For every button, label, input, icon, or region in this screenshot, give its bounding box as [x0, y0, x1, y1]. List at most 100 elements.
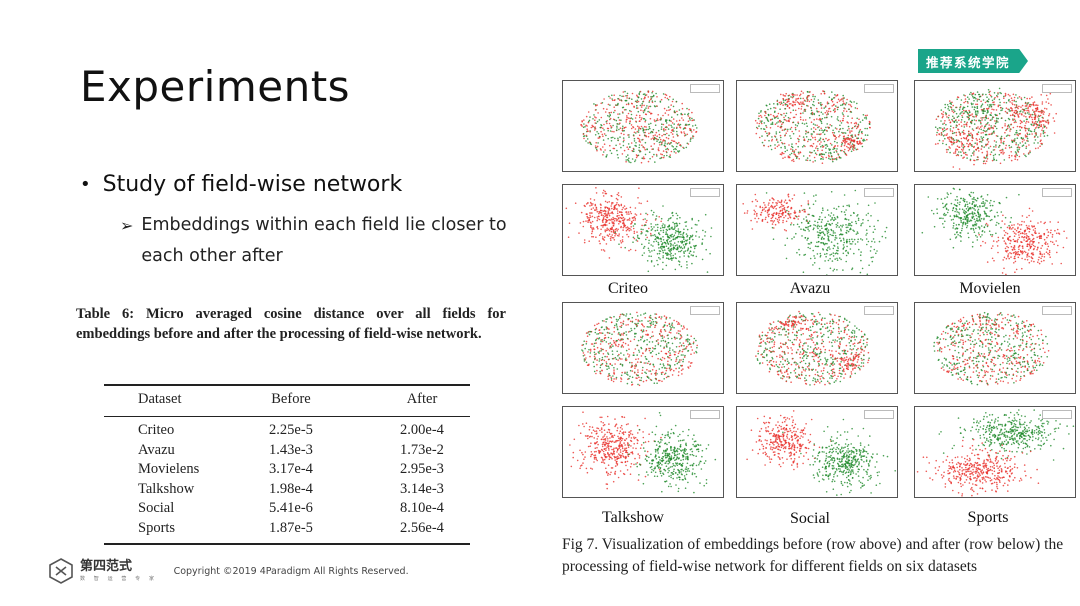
scatter-point [606, 213, 608, 216]
scatter-point [630, 110, 632, 113]
scatter-point [777, 121, 779, 123]
scatter-point [591, 215, 594, 218]
scatter-point [831, 234, 833, 237]
scatter-point [968, 98, 970, 100]
scatter-point [610, 345, 612, 347]
scatter-point [849, 224, 851, 227]
scatter-point [831, 105, 833, 107]
scatter-point [608, 213, 610, 215]
scatter-point [616, 149, 618, 152]
scatter-point [962, 199, 965, 201]
scatter-point [962, 106, 965, 108]
scatter-point [827, 110, 830, 113]
scatter-point [853, 252, 855, 255]
scatter-point [1028, 261, 1031, 264]
scatter-point [677, 323, 679, 325]
scatter-point [830, 241, 833, 243]
scatter-point [680, 112, 682, 115]
scatter-point [856, 203, 859, 205]
scatter-point [761, 135, 763, 137]
scatter-point [979, 121, 982, 124]
scatter-point [596, 323, 598, 325]
scatter-point [827, 154, 830, 157]
scatter-point [956, 204, 958, 207]
scatter-point [768, 132, 770, 134]
scatter-point [826, 101, 829, 103]
scatter-point [978, 138, 981, 140]
scatter-point [825, 129, 828, 132]
scatter-point [865, 214, 868, 216]
scatter-point [776, 218, 779, 221]
scatter-point [674, 268, 677, 271]
scatter-point [676, 126, 678, 129]
scatter-point [630, 142, 633, 144]
scatter-point [1009, 95, 1011, 97]
scatter-point [818, 114, 821, 117]
scatter-point [1012, 93, 1015, 96]
scatter-point [664, 133, 667, 136]
scatter-point [622, 221, 625, 224]
scatter-point [818, 225, 821, 228]
scatter-point [988, 98, 990, 100]
scatter-point [644, 153, 647, 156]
scatter-point [1041, 255, 1043, 258]
scatter-point [790, 206, 793, 209]
scatter-point [672, 98, 674, 101]
scatter-point [786, 120, 788, 122]
scatter-point [613, 326, 616, 329]
scatter-point [812, 130, 815, 133]
scatter-point [645, 94, 648, 96]
scatter-point [1050, 104, 1052, 106]
scatter-point [617, 157, 619, 159]
scatter-point [805, 216, 807, 218]
scatter-point [625, 121, 627, 123]
scatter-point [953, 141, 956, 144]
scatter-point [607, 375, 609, 378]
scatter-point [655, 153, 658, 156]
scatter-point [850, 137, 852, 140]
scatter-point [982, 240, 984, 243]
scatter-point [812, 249, 814, 252]
scatter-point [798, 209, 801, 212]
scatter-point [846, 240, 848, 243]
scatter-point [693, 129, 695, 131]
scatter-point [613, 130, 615, 133]
scatter-point [794, 126, 797, 129]
scatter-point [1027, 152, 1030, 154]
scatter-point [638, 139, 641, 141]
scatter-point [806, 239, 808, 241]
bullet-main: • Study of field-wise network [80, 172, 402, 197]
scatter-point [581, 344, 583, 346]
scatter-point [608, 257, 611, 259]
scatter-point [860, 143, 862, 145]
scatter-point [986, 130, 988, 132]
scatter-point [636, 231, 638, 233]
scatter-point [696, 344, 698, 347]
scatter-point [845, 102, 848, 104]
scatter-point [1009, 130, 1011, 132]
scatter-point [1034, 132, 1037, 134]
scatter-point [596, 149, 598, 152]
scatter-point [616, 210, 619, 212]
scatter-point [840, 98, 843, 100]
scatter-point [1004, 123, 1006, 125]
scatter-point [630, 124, 633, 126]
scatter-point [764, 210, 767, 212]
scatter-point [706, 271, 709, 273]
scatter-point [810, 98, 813, 101]
scatter-point [803, 138, 806, 140]
scatter-point [606, 224, 608, 226]
scatter-point [957, 154, 960, 157]
scatter-point [618, 235, 620, 237]
scatter-point [947, 193, 949, 196]
scatter-point [1042, 113, 1045, 115]
scatter-point [640, 106, 643, 108]
scatter-point [614, 231, 616, 234]
scatter-point [765, 126, 768, 129]
scatter-point [698, 236, 700, 238]
scatter-point [802, 92, 804, 94]
scatter-point [963, 200, 966, 203]
scatter-point [1033, 110, 1036, 113]
scatter-point [780, 125, 782, 128]
scatter-point [807, 200, 809, 202]
